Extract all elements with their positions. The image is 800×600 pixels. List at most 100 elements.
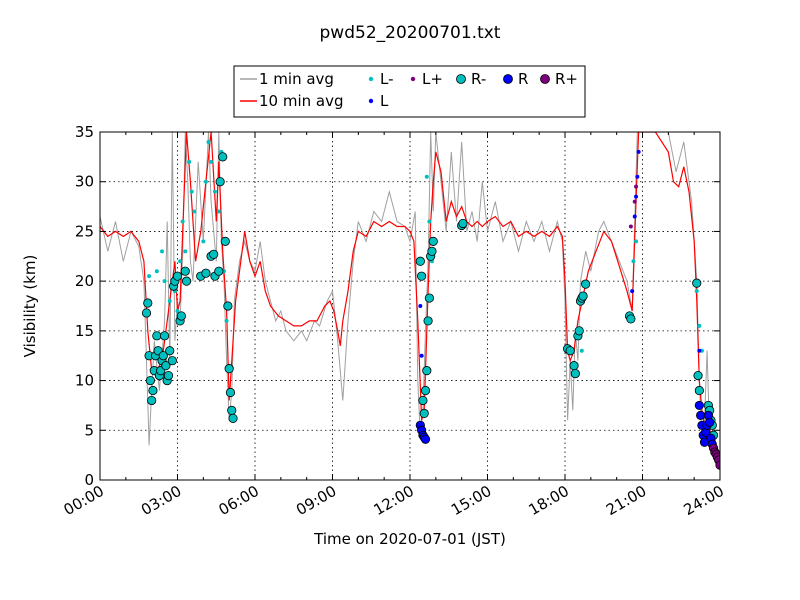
point-r- xyxy=(225,387,236,398)
point-r- xyxy=(427,246,437,256)
point-l- xyxy=(192,209,197,214)
legend-swatch-r- xyxy=(540,74,550,84)
point-l- xyxy=(212,189,217,194)
point-l- xyxy=(224,318,229,323)
legend-label-l-: L- xyxy=(380,70,394,88)
point-r- xyxy=(227,405,237,415)
point-l- xyxy=(632,199,637,204)
point-r- xyxy=(224,364,234,374)
point-r- xyxy=(423,316,433,326)
point-l- xyxy=(697,323,702,328)
point-r- xyxy=(145,375,155,386)
point-r- xyxy=(165,346,175,356)
point-l- xyxy=(579,348,584,353)
point-r- xyxy=(223,301,233,311)
point-l- xyxy=(424,174,429,179)
point-r- xyxy=(161,361,171,371)
y-tick-label: 20 xyxy=(75,272,94,290)
point-r- xyxy=(152,331,162,341)
point-r- xyxy=(141,308,152,318)
y-tick-label: 0 xyxy=(84,471,94,489)
point-r xyxy=(696,410,706,420)
point-r- xyxy=(694,385,704,396)
point-r- xyxy=(181,276,192,286)
legend-label-r-: R+ xyxy=(555,70,578,88)
point-l- xyxy=(427,219,432,224)
point-r- xyxy=(574,326,584,336)
legend-label-1-min-avg: 1 min avg xyxy=(259,70,334,88)
legend: 1 min avg 10 min avg L- L L+ R- R R+ xyxy=(233,65,586,118)
point-r- xyxy=(428,236,438,246)
point-r- xyxy=(176,311,186,321)
point-l- xyxy=(154,269,159,274)
point-r- xyxy=(458,218,468,229)
point-r- xyxy=(581,279,591,289)
point-l xyxy=(419,353,424,358)
point-l- xyxy=(187,159,192,164)
point-r- xyxy=(228,413,238,423)
y-tick-label: 25 xyxy=(75,222,94,240)
point-l- xyxy=(167,299,172,304)
plot-area xyxy=(99,131,721,481)
plot-background xyxy=(100,132,720,480)
legend-label-r: R xyxy=(518,70,528,88)
point-r- xyxy=(569,361,579,371)
point-l- xyxy=(628,224,633,229)
point-r- xyxy=(143,298,153,308)
point-l- xyxy=(206,139,211,144)
point-l xyxy=(636,149,641,154)
point-l xyxy=(635,174,640,179)
point-r- xyxy=(148,385,158,396)
legend-label-10-min-avg: 10 min avg xyxy=(259,92,344,110)
point-r- xyxy=(214,266,224,276)
y-axis-label: Visibility (km) xyxy=(21,255,39,358)
point-r- xyxy=(424,293,434,303)
point-r- xyxy=(172,271,183,281)
legend-box xyxy=(233,65,586,118)
point-r- xyxy=(158,351,168,361)
legend-swatch-r xyxy=(503,74,513,84)
point-r- xyxy=(693,370,703,381)
point-l- xyxy=(209,159,214,164)
y-tick-label: 15 xyxy=(75,322,94,340)
point-l xyxy=(632,214,637,219)
point-r- xyxy=(419,408,429,418)
point-r- xyxy=(422,366,432,376)
axis-ticks xyxy=(99,131,721,481)
point-l xyxy=(634,194,639,199)
series-line-1-min-avg xyxy=(100,132,720,466)
x-axis-label: Time on 2020-07-01 (JST) xyxy=(313,530,506,548)
y-tick-label: 5 xyxy=(84,421,94,439)
legend-label-r-: R- xyxy=(471,70,486,88)
point-l- xyxy=(178,259,183,264)
legend-swatch-l xyxy=(368,98,374,104)
point-l- xyxy=(183,249,188,254)
point-r- xyxy=(415,256,425,266)
point-r- xyxy=(220,236,230,246)
point-r- xyxy=(417,271,427,281)
point-r- xyxy=(215,177,225,187)
point-r- xyxy=(218,152,228,162)
point-l- xyxy=(175,308,180,313)
point-r xyxy=(705,417,715,427)
point-r xyxy=(694,400,704,411)
y-tick-label: 10 xyxy=(75,372,94,390)
data-series xyxy=(100,132,720,470)
point-l xyxy=(630,289,635,294)
point-l xyxy=(697,348,702,353)
legend-swatch-r- xyxy=(456,74,466,84)
point-r- xyxy=(159,331,170,341)
legend-label-l: L xyxy=(380,92,389,110)
legend-swatch-l- xyxy=(368,76,374,82)
chart-title: pwd52_20200701.txt xyxy=(320,23,501,43)
point-l- xyxy=(203,179,208,184)
point-l- xyxy=(216,209,221,214)
point-r- xyxy=(570,369,580,379)
point-r- xyxy=(209,249,219,259)
y-tick-label: 30 xyxy=(75,173,94,191)
point-l- xyxy=(631,259,636,264)
point-l- xyxy=(162,279,167,284)
point-l- xyxy=(160,249,164,254)
point-l xyxy=(418,304,423,308)
